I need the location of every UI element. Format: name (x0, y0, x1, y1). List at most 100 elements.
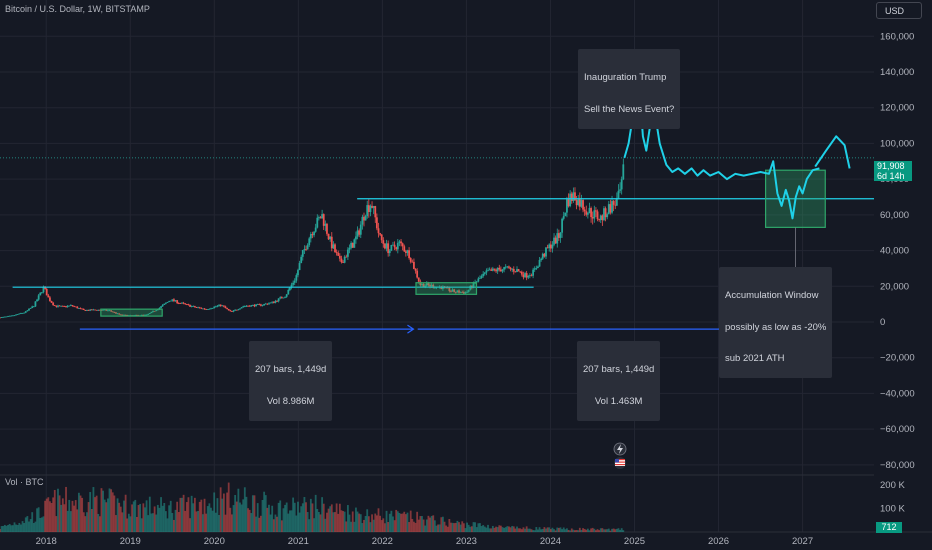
candle-body (462, 292, 465, 294)
volume-bar (537, 529, 539, 532)
candle-body (572, 192, 575, 201)
volume-bar (137, 505, 140, 532)
candle-body (409, 258, 412, 262)
inauguration-note-line1: Inauguration Trump (584, 72, 667, 83)
volume-bar (23, 522, 26, 532)
candle-body (425, 283, 428, 286)
candle-body (202, 308, 204, 310)
volume-bar (424, 525, 427, 532)
volume-bar (174, 509, 177, 532)
candle-body (221, 305, 224, 307)
volume-bar (250, 513, 253, 532)
candle-body (160, 306, 162, 308)
bar-countdown: 6d 14h (877, 171, 905, 181)
candle-body (374, 206, 377, 218)
y-tick-label: 120,000 (880, 103, 914, 114)
volume-bar (36, 508, 38, 532)
volume-bar (92, 487, 95, 532)
candle-body (179, 303, 182, 304)
accumulation-note[interactable]: Accumulation Window possibly as low as -… (719, 267, 833, 378)
range-note-1[interactable]: 207 bars, 1,449d Vol 8.986M (249, 341, 333, 421)
volume-bar (501, 527, 504, 532)
candle-body (358, 230, 361, 235)
volume-bar (471, 526, 473, 532)
volume-bar (611, 528, 613, 532)
candle-body (28, 308, 30, 311)
volume-bar (305, 502, 307, 532)
candle-body (614, 204, 617, 206)
volume-bar (313, 518, 315, 532)
volume-bar (242, 499, 245, 532)
projection-tail (814, 135, 851, 169)
candle-body (622, 164, 625, 180)
volume-bar (461, 521, 464, 532)
candle-body (575, 200, 578, 206)
volume-bar (261, 499, 264, 532)
volume-bar (15, 524, 18, 532)
volume-bar (295, 515, 298, 532)
volume-bar (366, 509, 369, 532)
volume-bar (337, 513, 340, 532)
candle-body (173, 299, 175, 302)
volume-bar (601, 528, 604, 532)
volume-bar (232, 505, 235, 532)
volume-bar (448, 518, 451, 532)
volume-bar (372, 519, 375, 532)
candle-body (189, 304, 191, 307)
current-volume-tag: 712 (876, 522, 902, 533)
candle-body (387, 243, 390, 254)
volume-bar (451, 522, 454, 532)
volume-bar (607, 528, 610, 532)
candle-body (111, 311, 114, 313)
candle-body (508, 266, 510, 268)
volume-bar (45, 498, 48, 532)
volume-bar (155, 514, 158, 532)
candle-body (184, 303, 187, 305)
candle-body (549, 244, 552, 249)
volume-bar (321, 497, 324, 532)
range-note-2[interactable]: 207 bars, 1,449d Vol 1.463M (577, 341, 661, 421)
candle-body (309, 234, 312, 239)
current-price-tag: 91,908 6d 14h (874, 161, 912, 181)
volume-bar (446, 526, 449, 532)
candle-body (392, 244, 394, 246)
volume-bar (255, 516, 257, 532)
candle-body (472, 282, 475, 288)
candle-body (609, 204, 612, 213)
volume-bar (58, 495, 61, 532)
volume-bar (485, 527, 488, 532)
candle-body (451, 289, 454, 292)
volume-bar (562, 527, 565, 532)
volume-bar (50, 502, 53, 532)
candle-body (90, 309, 93, 311)
candle-body (3, 316, 6, 318)
volume-bar (495, 526, 497, 532)
volume-bar (210, 507, 212, 532)
volume-bar (145, 500, 148, 532)
candle-body (583, 209, 586, 212)
candle-body (551, 244, 554, 249)
volume-bar (100, 488, 103, 532)
currency-selector[interactable]: USD (876, 2, 922, 19)
inauguration-note[interactable]: Inauguration Trump Sell the News Event? (578, 49, 681, 129)
volume-bar (332, 512, 335, 532)
candle-body (226, 308, 228, 309)
volume-bar (395, 509, 398, 532)
volume-bar (136, 516, 138, 532)
symbol-title[interactable]: Bitcoin / U.S. Dollar, 1W, BITSTAMP (5, 4, 150, 14)
volume-bar (272, 519, 275, 532)
candle-body (483, 272, 486, 274)
candle-body (66, 305, 69, 307)
lightning-icon[interactable] (613, 442, 627, 456)
volume-bar (593, 528, 596, 532)
candle-body (617, 190, 620, 199)
volume-bar (488, 528, 491, 532)
candle-body (118, 313, 121, 315)
volume-bar (308, 519, 311, 532)
candle-body (68, 305, 71, 307)
volume-bar (187, 497, 190, 532)
candle-body (79, 308, 82, 309)
us-flag-icon[interactable] (614, 457, 626, 469)
volume-bar (350, 521, 353, 532)
